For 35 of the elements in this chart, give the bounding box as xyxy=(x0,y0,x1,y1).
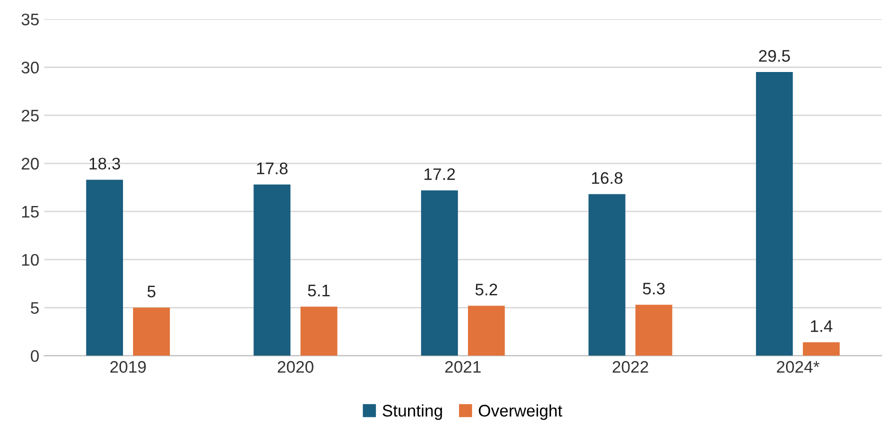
data-label: 5.1 xyxy=(308,284,330,296)
bar xyxy=(588,194,626,356)
data-label: 5.3 xyxy=(642,282,665,295)
bar xyxy=(468,306,505,356)
x-tick-label: 2019 xyxy=(110,361,146,373)
legend-label: Overweight xyxy=(478,404,562,420)
y-tick-label: 35 xyxy=(22,14,39,26)
data-label: 16.8 xyxy=(592,172,622,184)
data-label: 5.2 xyxy=(475,284,498,296)
y-tick-label: 0 xyxy=(30,350,39,362)
x-tick-label: 2021 xyxy=(445,361,481,373)
x-tick-label: 2024* xyxy=(776,361,820,373)
bar xyxy=(254,184,290,356)
x-tick-label: 2022 xyxy=(612,361,648,373)
data-label: 1.4 xyxy=(810,320,832,332)
y-tick-label: 10 xyxy=(22,254,39,266)
bar xyxy=(635,304,672,356)
bar xyxy=(86,180,124,356)
bar xyxy=(300,306,338,356)
data-label: 17.2 xyxy=(424,168,455,180)
legend-label: Stunting xyxy=(382,404,442,420)
y-tick-label: 15 xyxy=(22,206,39,218)
bar xyxy=(421,190,458,356)
data-label: 18.3 xyxy=(90,158,120,170)
bar xyxy=(802,342,840,356)
data-label: 5 xyxy=(148,286,156,298)
bar xyxy=(133,308,170,356)
bar xyxy=(756,72,793,356)
data-label: 17.8 xyxy=(257,162,288,174)
data-label: 29.5 xyxy=(759,50,790,62)
y-tick-label: 20 xyxy=(22,158,39,170)
y-tick-label: 30 xyxy=(22,62,39,74)
y-tick-label: 25 xyxy=(22,110,39,122)
y-tick-label: 5 xyxy=(30,302,39,314)
x-tick-label: 2020 xyxy=(278,361,314,373)
